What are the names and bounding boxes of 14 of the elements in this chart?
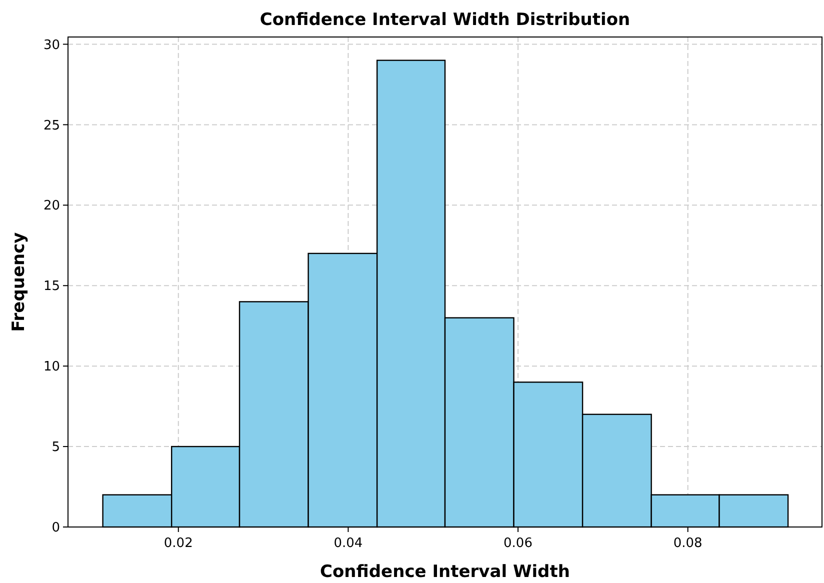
y-tick-label: 25 (43, 118, 60, 134)
y-tick-label: 5 (52, 440, 60, 456)
x-axis-title: Confidence Interval Width (320, 562, 570, 582)
x-tick-label: 0.08 (673, 536, 702, 551)
y-tick-label: 0 (52, 520, 60, 536)
x-tick-label: 0.02 (164, 536, 193, 551)
chart-title: Confidence Interval Width Distribution (260, 10, 630, 30)
y-tick-label: 15 (43, 279, 60, 294)
y-axis-title: Frequency (9, 232, 29, 332)
x-tick-label: 0.06 (504, 536, 532, 551)
y-tick-label: 30 (43, 38, 60, 53)
x-tick-label: 0.04 (334, 536, 363, 551)
y-tick-label: 10 (43, 360, 60, 375)
y-tick-label: 20 (43, 198, 60, 214)
